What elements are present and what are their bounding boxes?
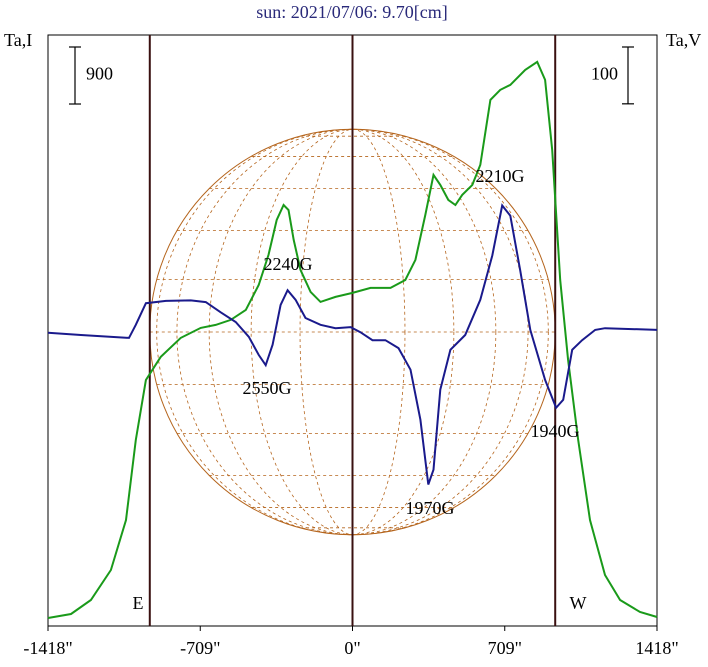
scale-bar bbox=[69, 46, 81, 105]
data-line bbox=[47, 60, 658, 619]
scale-bar-label: 100 bbox=[591, 64, 618, 84]
data-line bbox=[47, 203, 658, 485]
longitude-line bbox=[250, 128, 455, 536]
x-tick-label: 709" bbox=[488, 638, 522, 658]
chart-title: sun: 2021/07/06: 9.70[cm] bbox=[256, 2, 448, 22]
x-tick-label: -1418" bbox=[23, 638, 72, 658]
scale-bar bbox=[622, 46, 634, 105]
annotation: 2210G bbox=[476, 166, 525, 186]
annotation: 1940G bbox=[531, 421, 580, 441]
limb-label: E bbox=[133, 593, 144, 613]
longitude-line bbox=[208, 128, 497, 536]
x-tick-label: 1418" bbox=[635, 638, 678, 658]
x-tick-label: 0" bbox=[344, 638, 360, 658]
limb-label: W bbox=[570, 593, 587, 613]
y-axis-label: Ta,I bbox=[4, 30, 32, 50]
annotation: 2240G bbox=[264, 254, 313, 274]
longitude-line bbox=[176, 128, 529, 536]
annotation: 2550G bbox=[243, 378, 292, 398]
y2-axis-label: Ta,V bbox=[666, 30, 701, 50]
x-tick-label: -709" bbox=[180, 638, 220, 658]
scale-bar-label: 900 bbox=[86, 64, 113, 84]
annotation: 1970G bbox=[406, 498, 455, 518]
